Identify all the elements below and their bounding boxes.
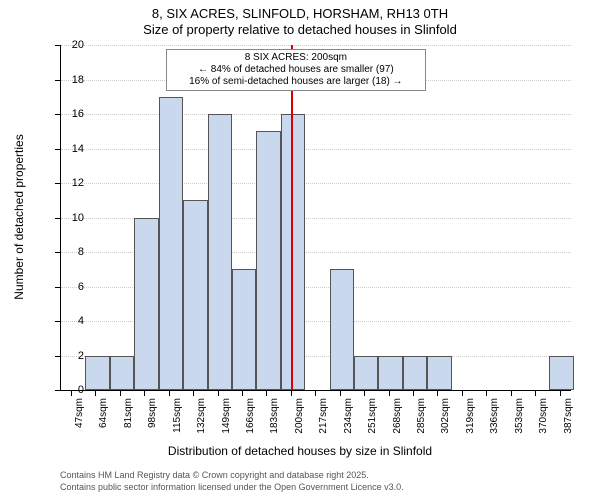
x-tick	[389, 390, 390, 396]
histogram-bar	[256, 131, 280, 390]
grid-line	[61, 149, 571, 150]
annotation-box: 8 SIX ACRES: 200sqm ← 84% of detached ho…	[166, 49, 426, 91]
histogram-bar	[134, 218, 158, 391]
x-tick	[242, 390, 243, 396]
y-tick	[55, 356, 61, 357]
x-tick	[95, 390, 96, 396]
y-tick	[55, 80, 61, 81]
y-tick-label: 6	[78, 281, 84, 293]
x-tick	[462, 390, 463, 396]
x-tick	[71, 390, 72, 396]
x-tick	[266, 390, 267, 396]
histogram-bar	[330, 269, 354, 390]
annotation-line-2: ← 84% of detached houses are smaller (97…	[171, 64, 421, 76]
y-tick	[55, 218, 61, 219]
x-tick-label: 81sqm	[123, 398, 134, 428]
x-tick	[193, 390, 194, 396]
y-tick	[55, 287, 61, 288]
x-tick-label: 149sqm	[221, 398, 232, 434]
footer-line-1: Contains HM Land Registry data © Crown c…	[60, 470, 369, 480]
y-tick	[55, 45, 61, 46]
x-tick	[364, 390, 365, 396]
y-tick	[55, 183, 61, 184]
x-tick	[535, 390, 536, 396]
x-tick	[218, 390, 219, 396]
x-tick-label: 183sqm	[269, 398, 280, 434]
histogram-bar	[354, 356, 378, 391]
x-tick-label: 217sqm	[318, 398, 329, 434]
y-tick-label: 12	[72, 177, 84, 189]
x-tick	[560, 390, 561, 396]
histogram-bar	[159, 97, 183, 390]
histogram-bar	[183, 200, 207, 390]
x-tick-label: 268sqm	[392, 398, 403, 434]
y-axis-label: Number of detached properties	[12, 134, 26, 299]
y-tick	[55, 114, 61, 115]
annotation-line-1: 8 SIX ACRES: 200sqm	[171, 52, 421, 64]
x-tick	[169, 390, 170, 396]
x-tick-label: 115sqm	[172, 398, 183, 433]
grid-line	[61, 45, 571, 46]
chart-container: 8, SIX ACRES, SLINFOLD, HORSHAM, RH13 0T…	[0, 0, 600, 500]
x-tick-label: 285sqm	[416, 398, 427, 434]
x-tick	[340, 390, 341, 396]
x-tick	[144, 390, 145, 396]
grid-line	[61, 183, 571, 184]
histogram-bar	[549, 356, 573, 391]
y-tick-label: 8	[78, 246, 84, 258]
grid-line	[61, 114, 571, 115]
x-tick-label: 64sqm	[98, 398, 109, 428]
x-axis-label: Distribution of detached houses by size …	[0, 444, 600, 458]
x-tick-label: 302sqm	[440, 398, 451, 434]
y-tick	[55, 390, 61, 391]
title-line-1: 8, SIX ACRES, SLINFOLD, HORSHAM, RH13 0T…	[0, 6, 600, 21]
x-tick	[486, 390, 487, 396]
y-tick-label: 20	[72, 39, 84, 51]
y-tick-label: 2	[78, 350, 84, 362]
histogram-bar	[403, 356, 427, 391]
y-tick-label: 14	[72, 143, 84, 155]
x-tick	[291, 390, 292, 396]
x-tick	[437, 390, 438, 396]
x-tick	[315, 390, 316, 396]
x-tick-label: 319sqm	[465, 398, 476, 434]
x-tick-label: 387sqm	[563, 398, 574, 434]
x-tick-label: 132sqm	[196, 398, 207, 434]
marker-line	[291, 45, 293, 390]
histogram-bar	[208, 114, 232, 390]
y-tick	[55, 149, 61, 150]
x-tick-label: 98sqm	[147, 398, 158, 428]
x-tick-label: 370sqm	[538, 398, 549, 434]
y-tick-label: 16	[72, 108, 84, 120]
histogram-bar	[110, 356, 134, 391]
x-tick-label: 234sqm	[343, 398, 354, 434]
x-tick-label: 166sqm	[245, 398, 256, 434]
x-tick-label: 251sqm	[367, 398, 378, 434]
y-tick-label: 18	[72, 74, 84, 86]
x-tick-label: 200sqm	[294, 398, 305, 434]
x-tick	[413, 390, 414, 396]
y-tick	[55, 252, 61, 253]
y-tick-label: 4	[78, 315, 84, 327]
annotation-line-3: 16% of semi-detached houses are larger (…	[171, 76, 421, 88]
x-tick-label: 47sqm	[74, 398, 85, 428]
x-tick-label: 336sqm	[489, 398, 500, 434]
x-tick	[511, 390, 512, 396]
histogram-bar	[378, 356, 402, 391]
y-tick-label: 0	[78, 384, 84, 396]
histogram-bar	[232, 269, 256, 390]
plot-area: 8 SIX ACRES: 200sqm ← 84% of detached ho…	[60, 45, 571, 391]
histogram-bar	[281, 114, 305, 390]
y-tick	[55, 321, 61, 322]
x-tick-label: 353sqm	[514, 398, 525, 434]
histogram-bar	[85, 356, 109, 391]
footer-line-2: Contains public sector information licen…	[60, 482, 404, 492]
y-tick-label: 10	[72, 212, 84, 224]
x-tick	[120, 390, 121, 396]
histogram-bar	[427, 356, 451, 391]
title-line-2: Size of property relative to detached ho…	[0, 22, 600, 37]
